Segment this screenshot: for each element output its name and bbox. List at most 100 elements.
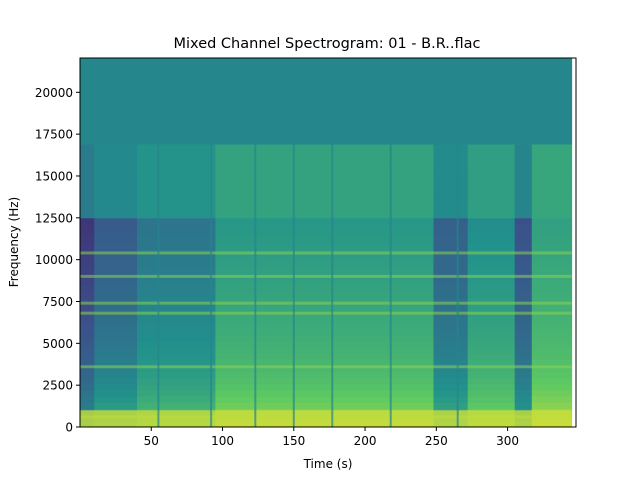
spectrogram-cell: [215, 340, 434, 348]
spectrogram-cell: [531, 359, 573, 366]
harmonic-band: [80, 311, 572, 315]
spectrogram-cell: [94, 347, 138, 354]
spectrogram-cell: [433, 371, 469, 379]
spectrogram-cell: [433, 316, 469, 323]
y-tick-label: 17500: [35, 128, 73, 142]
spectrogram-cell: [137, 236, 216, 243]
spectrogram-cell: [80, 230, 95, 237]
spectrogram-cell: [94, 107, 138, 114]
spectrogram-cell: [433, 144, 469, 151]
spectrogram-cell: [215, 162, 434, 170]
spectrogram-cell: [80, 359, 95, 366]
spectrogram-cell: [467, 144, 516, 151]
spectrogram-cell: [80, 316, 95, 323]
spectrogram-cell: [215, 328, 434, 336]
spectrogram-cell: [467, 347, 516, 354]
spectrogram-cell: [94, 285, 138, 293]
spectrogram-cell: [433, 230, 469, 237]
spectrogram-cell: [137, 359, 216, 366]
spectrogram-cell: [94, 371, 138, 379]
spectrogram-cell: [137, 107, 216, 114]
spectrogram-cell: [433, 353, 469, 360]
spectrogram-cell: [137, 70, 216, 77]
spectrogram-cell: [137, 316, 216, 323]
spectrogram-cell: [80, 260, 95, 268]
spectrogram-cell: [137, 137, 216, 145]
spectrogram-cell: [433, 150, 469, 157]
transient-line: [157, 142, 160, 427]
spectrogram-cell: [514, 230, 533, 237]
spectrogram-cell: [137, 224, 216, 231]
spectrogram-cell: [94, 402, 138, 409]
spectrogram-cell: [531, 285, 573, 293]
spectrogram-cell: [433, 236, 469, 243]
spectrogram-cell: [94, 334, 138, 342]
harmonic-band: [80, 365, 572, 369]
spectrogram-cell: [80, 156, 95, 163]
plot-frame: [79, 57, 577, 428]
spectrogram-cell: [80, 279, 95, 286]
spectrogram-cell: [80, 236, 95, 243]
transient-line: [389, 142, 392, 427]
y-tick-label: 20000: [35, 86, 73, 100]
spectrogram-cell: [514, 174, 533, 182]
spectrogram-cell: [94, 187, 138, 194]
spectrogram-cell: [80, 377, 95, 385]
spectrogram-cell: [531, 113, 573, 120]
spectrogram-cell: [433, 217, 469, 225]
spectrogram-cell: [215, 304, 434, 311]
spectrogram-cell: [433, 297, 469, 305]
spectrogram-cell: [433, 328, 469, 336]
spectrogram-cell: [215, 291, 434, 299]
y-axis: 0 2500 5000 7500 10000 12500 15000 17500 20000: [35, 86, 80, 435]
spectrogram-cell: [467, 359, 516, 366]
spectrogram-cell: [80, 70, 95, 77]
spectrogram-cell: [137, 334, 216, 342]
spectrogram-cell: [215, 254, 434, 262]
spectrogram-cell: [94, 254, 138, 262]
spectrogram-cell: [433, 193, 469, 200]
spectrogram-cell: [215, 193, 434, 200]
spectrogram-cell: [531, 334, 573, 342]
spectrogram-cell: [94, 291, 138, 299]
spectrogram-cell: [467, 101, 516, 108]
spectrogram-cell: [215, 297, 434, 305]
spectrogram-cell: [467, 291, 516, 299]
spectrogram-cell: [514, 402, 533, 409]
spectrogram-heatmap: [80, 58, 576, 427]
spectrogram-cell: [137, 322, 216, 329]
low-frequency-band: [80, 410, 572, 427]
spectrogram-cell: [433, 131, 469, 139]
spectrogram-cell: [467, 211, 516, 219]
spectrogram-cell: [531, 230, 573, 237]
spectrogram-cell: [467, 402, 516, 409]
spectrogram-cell: [215, 322, 434, 329]
spectrogram-cell: [433, 137, 469, 145]
spectrogram-cell: [514, 76, 533, 83]
spectrogram-cell: [80, 267, 95, 274]
spectrogram-cell: [514, 88, 533, 96]
spectrogram-cell: [467, 205, 516, 213]
spectrogram-cell: [467, 217, 516, 225]
spectrogram-cell: [215, 279, 434, 286]
spectrogram-cell: [467, 377, 516, 385]
spectrogram-cell: [514, 242, 533, 250]
y-axis-label: Frequency (Hz): [7, 197, 21, 288]
spectrogram-cell: [94, 316, 138, 323]
spectrogram-cell: [215, 359, 434, 366]
spectrogram-cell: [94, 322, 138, 329]
spectrogram-cell: [467, 125, 516, 133]
spectrogram-cell: [514, 101, 533, 108]
spectrogram-cell: [467, 383, 516, 391]
x-tick-label: 200: [354, 434, 377, 448]
spectrogram-cell: [433, 76, 469, 83]
spectrogram-cell: [80, 371, 95, 379]
spectrogram-cell: [137, 230, 216, 237]
spectrogram-cell: [80, 390, 95, 397]
x-axis-label: Time (s): [303, 457, 353, 471]
spectrogram-cell: [531, 82, 573, 90]
spectrogram-cell: [514, 316, 533, 323]
spectrogram-cell: [137, 254, 216, 262]
spectrogram-cell: [467, 168, 516, 176]
y-tick-label: 5000: [42, 337, 73, 351]
